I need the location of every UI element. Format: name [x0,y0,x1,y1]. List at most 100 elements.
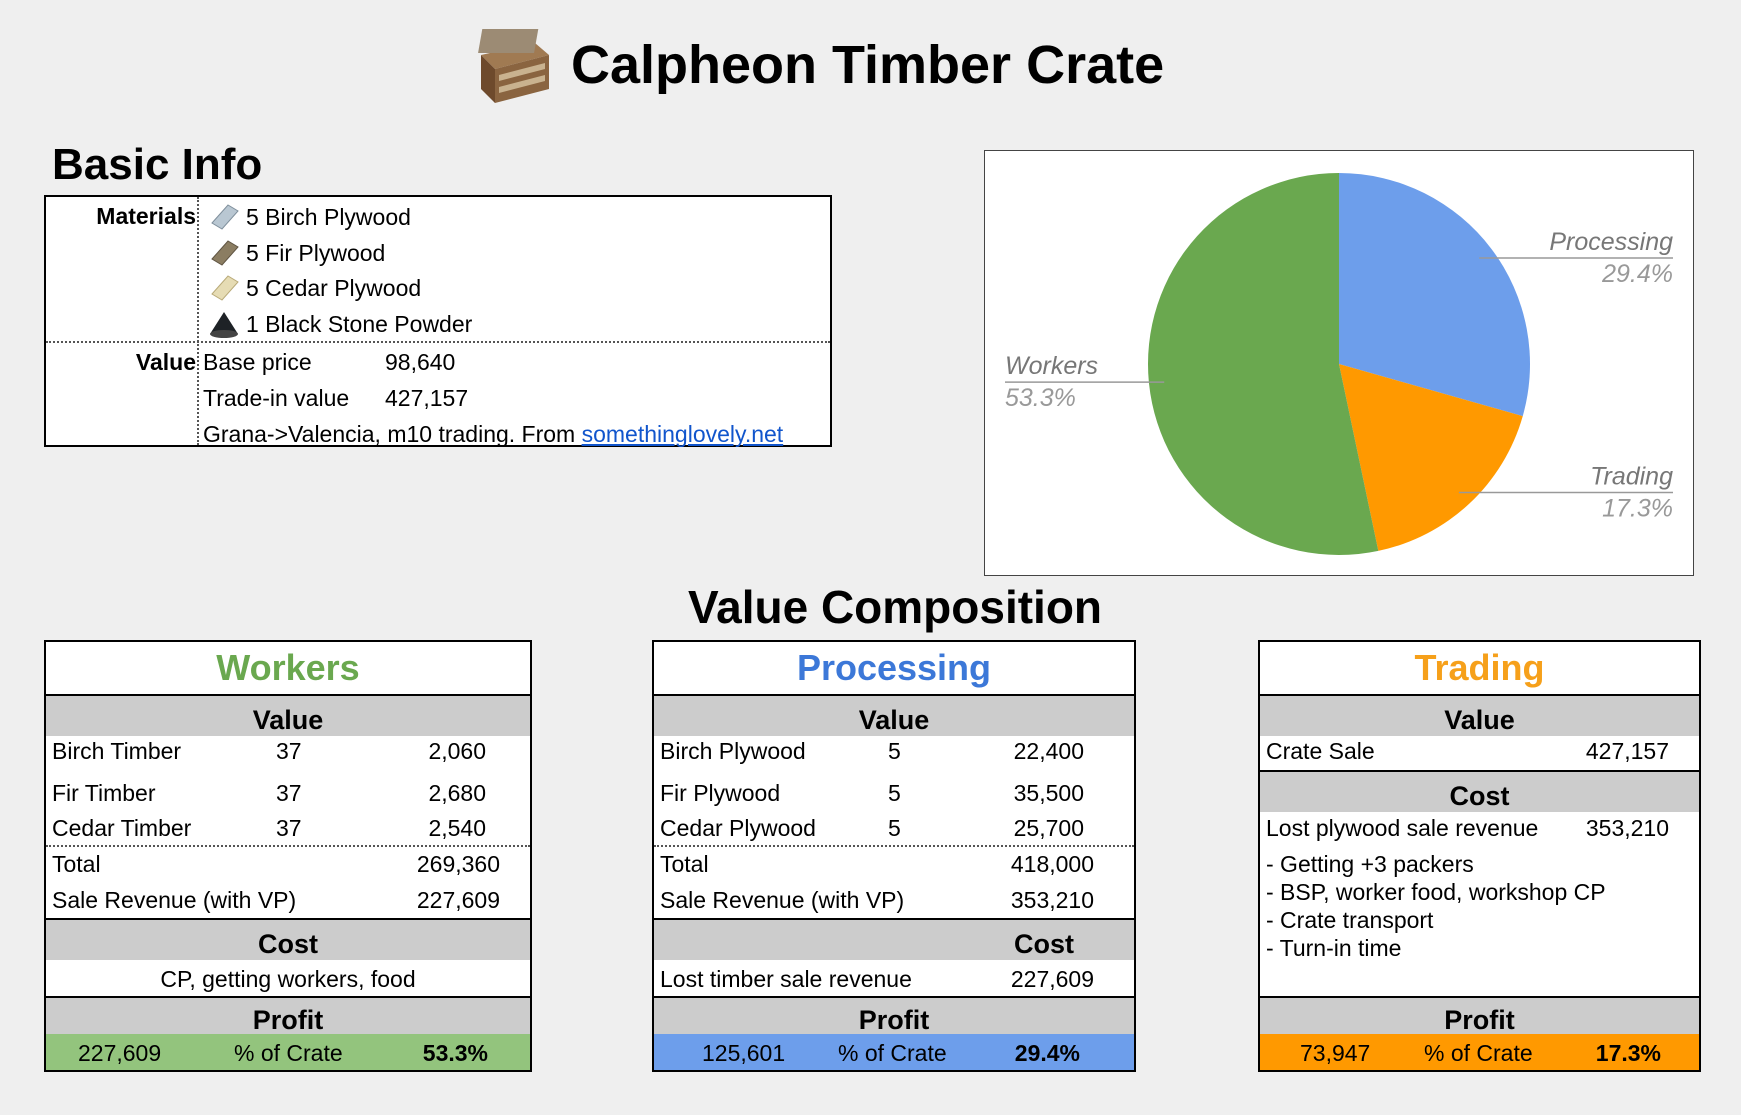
profit-row: 125,601 % of Crate 29.4% [654,1034,1134,1070]
column-divider [197,197,199,445]
black-stone-powder-icon [210,312,238,338]
item-qty: 5 [888,738,901,764]
slice-value-label: 53.3% [1005,384,1076,412]
cost-label: Lost timber sale revenue [660,966,912,992]
trade-in-value: 427,157 [385,385,469,411]
item-qty: 37 [276,780,302,806]
material-item: 1 Black Stone Powder [208,306,472,342]
item-name: Birch Plywood [660,738,806,764]
cost-note: - BSP, worker food, workshop CP [1266,879,1606,905]
pct-label: % of Crate [1424,1040,1533,1066]
row-divider [46,341,830,343]
source-link[interactable]: somethinglovely.net [581,421,784,447]
item-name: Fir Plywood [660,780,781,806]
item-price: 2,680 [428,780,486,806]
trade-in-label: Trade-in value [203,385,350,411]
sale-value: 353,210 [1010,887,1094,913]
cost-text: CP, getting workers, food [160,966,416,992]
section-divider [46,918,530,920]
cost-label: Lost plywood sale revenue [1266,815,1539,841]
item-qty: 37 [276,738,302,764]
value-band: Value [654,696,1134,736]
pct-value: 53.3% [422,1040,488,1066]
workers-title: Workers [46,642,530,696]
profit-value: 125,601 [702,1040,786,1066]
cost-band: Cost [46,920,530,960]
section-divider [46,996,530,998]
slice-label: Processing [1549,228,1673,256]
item-qty: 5 [888,815,901,841]
item-price: 25,700 [1013,815,1084,841]
value-label: Value [135,349,196,375]
profit-value: 73,947 [1300,1040,1371,1066]
cedar-plywood-icon [211,275,239,301]
sale-label: Sale Revenue (with VP) [660,887,905,913]
birch-plywood-icon [211,204,239,230]
value-band: Value [46,696,530,736]
section-divider [654,918,1134,920]
cost-value: 353,210 [1585,815,1669,841]
profit-row: 227,609 % of Crate 53.3% [46,1034,530,1070]
sale-value: 427,157 [1585,738,1669,764]
trading-panel: Trading Value Crate Sale 427,157 Cost Lo… [1258,640,1701,1072]
profit-band: Profit [654,998,1134,1036]
item-qty: 5 [888,780,901,806]
cost-value: 227,609 [1010,966,1094,992]
section-divider [1260,770,1699,772]
item-name: Cedar Timber [52,815,192,841]
sale-label: Sale Revenue (with VP) [52,887,297,913]
total-label: Total [52,851,101,877]
pie-slice-processing [1339,173,1530,417]
total-label: Total [660,851,709,877]
basic-info-heading: Basic Info [52,140,263,189]
slice-label: Workers [1005,352,1098,380]
base-price-row: Base price 98,640 [203,349,455,376]
row-divider [654,845,1134,847]
material-item: 5 Cedar Plywood [208,270,421,306]
item-name: Birch Timber [52,738,182,764]
cost-band-left [654,920,954,960]
cost-note: - Crate transport [1266,907,1434,933]
row-divider [46,845,530,847]
material-item: 5 Fir Plywood [208,235,385,271]
page-header: Calpheon Timber Crate [475,20,1164,110]
item-price: 2,540 [428,815,486,841]
profit-value: 227,609 [78,1040,162,1066]
source-note-text: Grana->Valencia, m10 trading. From [203,421,582,447]
profit-band: Profit [1260,998,1699,1036]
item-qty: 37 [276,815,302,841]
pct-label: % of Crate [838,1040,947,1066]
pie-slice-workers [1148,173,1379,555]
profit-band: Profit [46,998,530,1036]
base-price-value: 98,640 [385,349,456,375]
total-value: 418,000 [1010,851,1094,877]
materials-label: Materials [96,203,196,229]
total-value: 269,360 [416,851,500,877]
item-price: 22,400 [1013,738,1084,764]
value-band: Value [1260,696,1699,736]
cost-note: - Turn-in time [1266,935,1402,961]
item-price: 35,500 [1013,780,1084,806]
basic-info-table: Materials 5 Birch Plywood 5 Fir Plywood … [44,195,832,447]
trade-in-row: Trade-in value 427,157 [203,385,468,412]
material-item: 5 Birch Plywood [208,199,411,235]
section-divider [654,996,1134,998]
slice-label: Trading [1590,462,1673,490]
cost-note: - Getting +3 packers [1266,851,1474,877]
fir-plywood-icon [211,240,239,266]
source-note: Grana->Valencia, m10 trading. From somet… [203,421,783,448]
item-name: Cedar Plywood [660,815,816,841]
cost-band: Cost [954,920,1134,960]
profit-row: 73,947 % of Crate 17.3% [1260,1034,1699,1070]
sale-value: 227,609 [416,887,500,913]
pct-value: 29.4% [1014,1040,1080,1066]
workers-panel: Workers Value Birch Timber 37 2,060 Fir … [44,640,532,1072]
cost-band: Cost [1260,772,1699,812]
slice-value-label: 29.4% [1601,260,1673,288]
processing-title: Processing [654,642,1134,696]
base-price-label: Base price [203,349,312,375]
timber-crate-icon [478,29,549,103]
material-label: 5 Cedar Plywood [246,274,422,301]
value-composition-heading: Value Composition [687,581,1103,633]
section-divider [1260,996,1699,998]
